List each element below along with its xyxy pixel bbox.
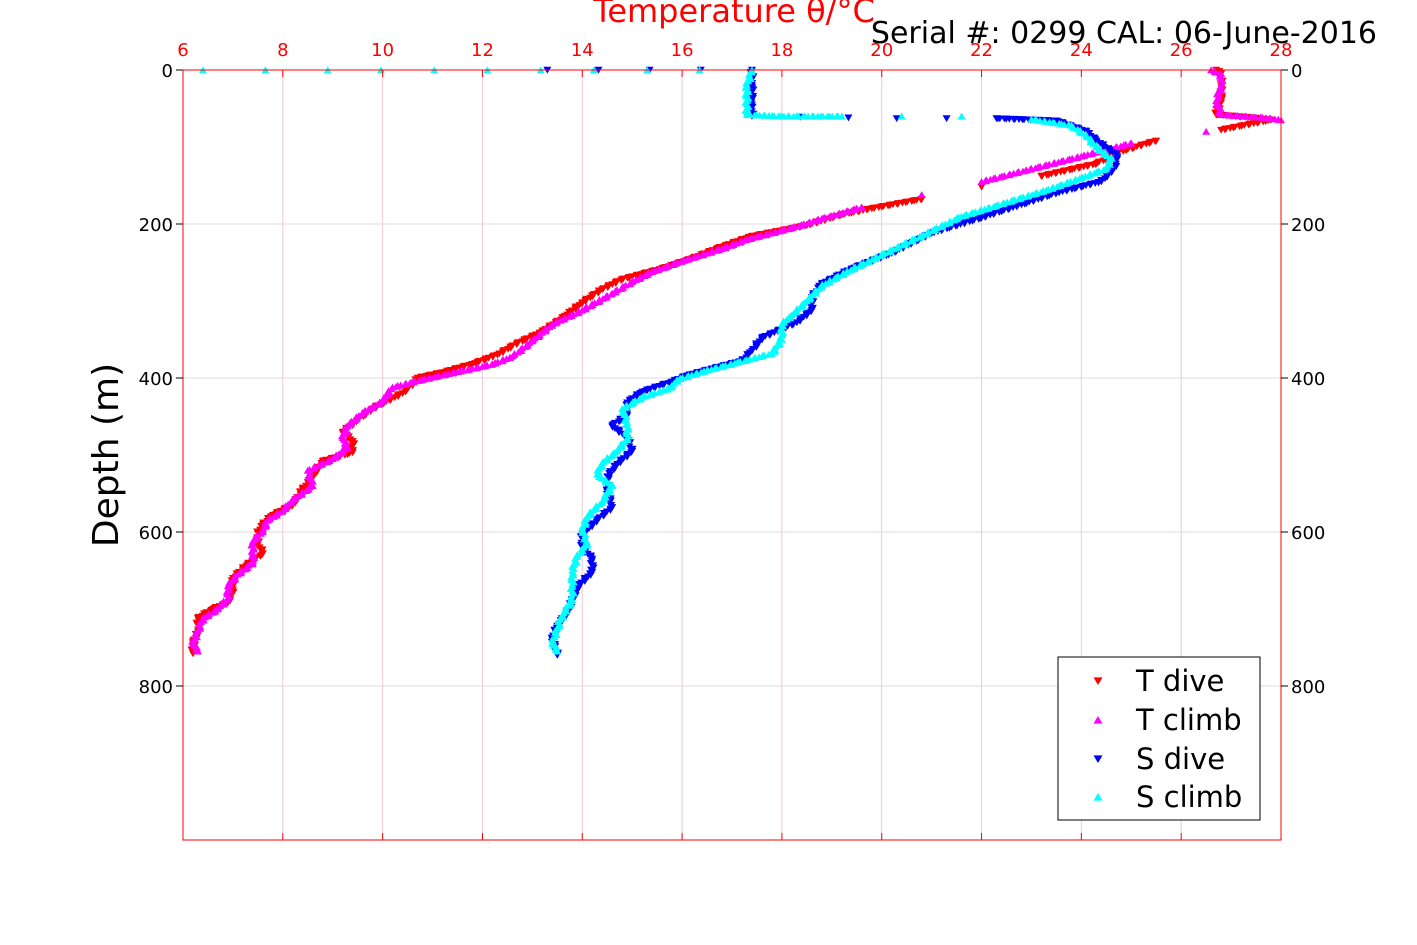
series-t-climb: [188, 66, 1285, 655]
x-tick-label: 12: [471, 40, 494, 61]
data-point: [892, 115, 901, 123]
y-tick-label-left: 200: [139, 215, 173, 236]
x-tick-label: 26: [1170, 40, 1193, 61]
x-tick-label: 6: [177, 40, 188, 61]
data-point: [1202, 128, 1211, 135]
legend-marker: [1093, 715, 1103, 724]
data-point: [301, 482, 310, 490]
data-point: [957, 112, 966, 120]
data-point: [610, 466, 619, 474]
chart-title: Temperature θ/°C: [592, 0, 875, 30]
x-tick-label: 16: [671, 40, 694, 61]
data-point: [977, 183, 986, 191]
x-tick-label: 28: [1270, 40, 1293, 61]
y-tick-label-left: 600: [139, 523, 173, 544]
x-tick-label: 22: [970, 40, 993, 61]
data-point: [897, 112, 906, 120]
x-tick-label: 20: [870, 40, 893, 61]
data-point: [193, 647, 202, 655]
data-point: [522, 343, 531, 350]
x-tick-label: 24: [1070, 40, 1093, 61]
legend: T dive T climb S dive S climb: [1057, 656, 1261, 821]
y-tick-label-left: 800: [139, 677, 173, 698]
data-point: [752, 344, 761, 351]
x-tick-label: 8: [277, 40, 288, 61]
x-tick-label: 18: [770, 40, 793, 61]
serial-calibration-label: Serial #: 0299 CAL: 06-June-2016: [871, 16, 1377, 51]
plot-frame: [182, 69, 1282, 841]
data-point: [917, 191, 926, 198]
data-points: [187, 66, 1285, 659]
data-point: [553, 647, 562, 655]
y-tick-label-right: 800: [1291, 677, 1325, 698]
y-tick-label-right: 600: [1291, 523, 1325, 544]
y-axis-label: Depth (m): [86, 363, 127, 547]
data-point: [1217, 126, 1226, 134]
data-point: [942, 115, 951, 123]
series-s-climb: [198, 66, 1116, 655]
legend-label: S dive: [1136, 742, 1225, 776]
y-tick-label-right: 400: [1291, 369, 1325, 390]
data-point: [755, 338, 764, 346]
data-point: [844, 114, 853, 122]
y-tick-label-left: 400: [139, 369, 173, 390]
legend-label: T climb: [1135, 703, 1242, 737]
y-tick-label-right: 200: [1291, 215, 1325, 236]
legend-label: S climb: [1136, 780, 1242, 814]
legend-label: T dive: [1135, 664, 1224, 698]
legend-marker: [1093, 755, 1103, 764]
legend-marker: [1093, 792, 1103, 801]
y-tick-label-left: 0: [162, 61, 173, 82]
series-s-dive: [543, 66, 1122, 659]
data-point: [617, 285, 626, 292]
legend-marker: [1093, 677, 1103, 686]
data-point: [837, 112, 846, 120]
data-point: [977, 178, 986, 185]
data-point: [1037, 173, 1046, 180]
data-point: [323, 458, 332, 465]
data-point: [635, 395, 644, 403]
x-tick-label: 14: [571, 40, 594, 61]
legend-box: [1057, 656, 1261, 821]
x-tick-label: 10: [371, 40, 394, 61]
y-tick-label-right: 0: [1291, 61, 1302, 82]
